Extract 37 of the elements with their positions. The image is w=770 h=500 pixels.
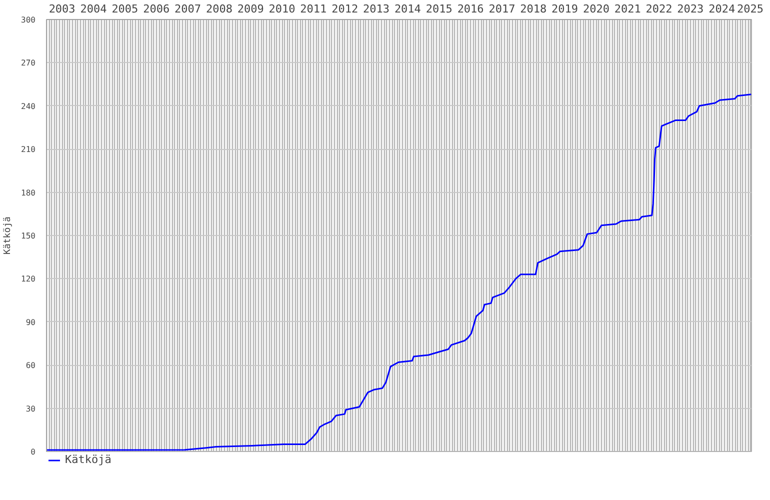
y-tick-label: 90 (26, 318, 36, 327)
x-tick-label: 2006 (143, 2, 170, 16)
x-tick-label: 2015 (426, 2, 452, 16)
x-tick-label: 2004 (80, 2, 108, 16)
x-tick-label: 2016 (457, 2, 484, 16)
y-tick-label: 0 (30, 448, 36, 456)
x-tick-label: 2024 (708, 2, 736, 16)
x-tick-label: 2017 (488, 2, 516, 16)
x-tick-label: 2007 (174, 2, 201, 16)
x-tick-label: 2018 (520, 2, 547, 16)
y-tick-label: 210 (21, 145, 36, 154)
y-tick-label: 30 (26, 404, 36, 414)
x-tick-label: 2021 (614, 2, 641, 16)
x-tick-label: 2019 (552, 2, 578, 16)
x-tick-label: 2022 (646, 2, 672, 16)
x-tick-label: 2023 (677, 2, 704, 16)
x-tick-label: 2013 (363, 2, 390, 16)
line-series (46, 94, 752, 451)
y-tick-label: 180 (21, 188, 36, 198)
y-tick-label: 300 (21, 16, 36, 24)
y-tick-label: 120 (21, 274, 36, 284)
x-tick-label: 2003 (48, 2, 76, 16)
y-tick-label: 240 (21, 102, 36, 111)
x-tick-label: 2012 (332, 2, 358, 16)
x-tick-label: 2008 (206, 2, 232, 16)
x-tick-label: 2011 (300, 2, 327, 16)
x-tick-label: 2020 (582, 2, 610, 16)
x-tick-label: 2025 (737, 2, 764, 16)
x-tick-label: 2005 (112, 2, 138, 16)
y-tick-label: 60 (26, 361, 36, 370)
y-tick-label: 150 (21, 232, 36, 240)
x-tick-label: 2010 (268, 2, 296, 16)
y-tick-label: 270 (21, 58, 36, 68)
y-axis-title: Kätköjä (3, 216, 14, 254)
x-tick-label: 2009 (237, 2, 264, 16)
x-tick-label: 2014 (394, 2, 422, 16)
legend-label: Kätköjä (65, 453, 112, 466)
